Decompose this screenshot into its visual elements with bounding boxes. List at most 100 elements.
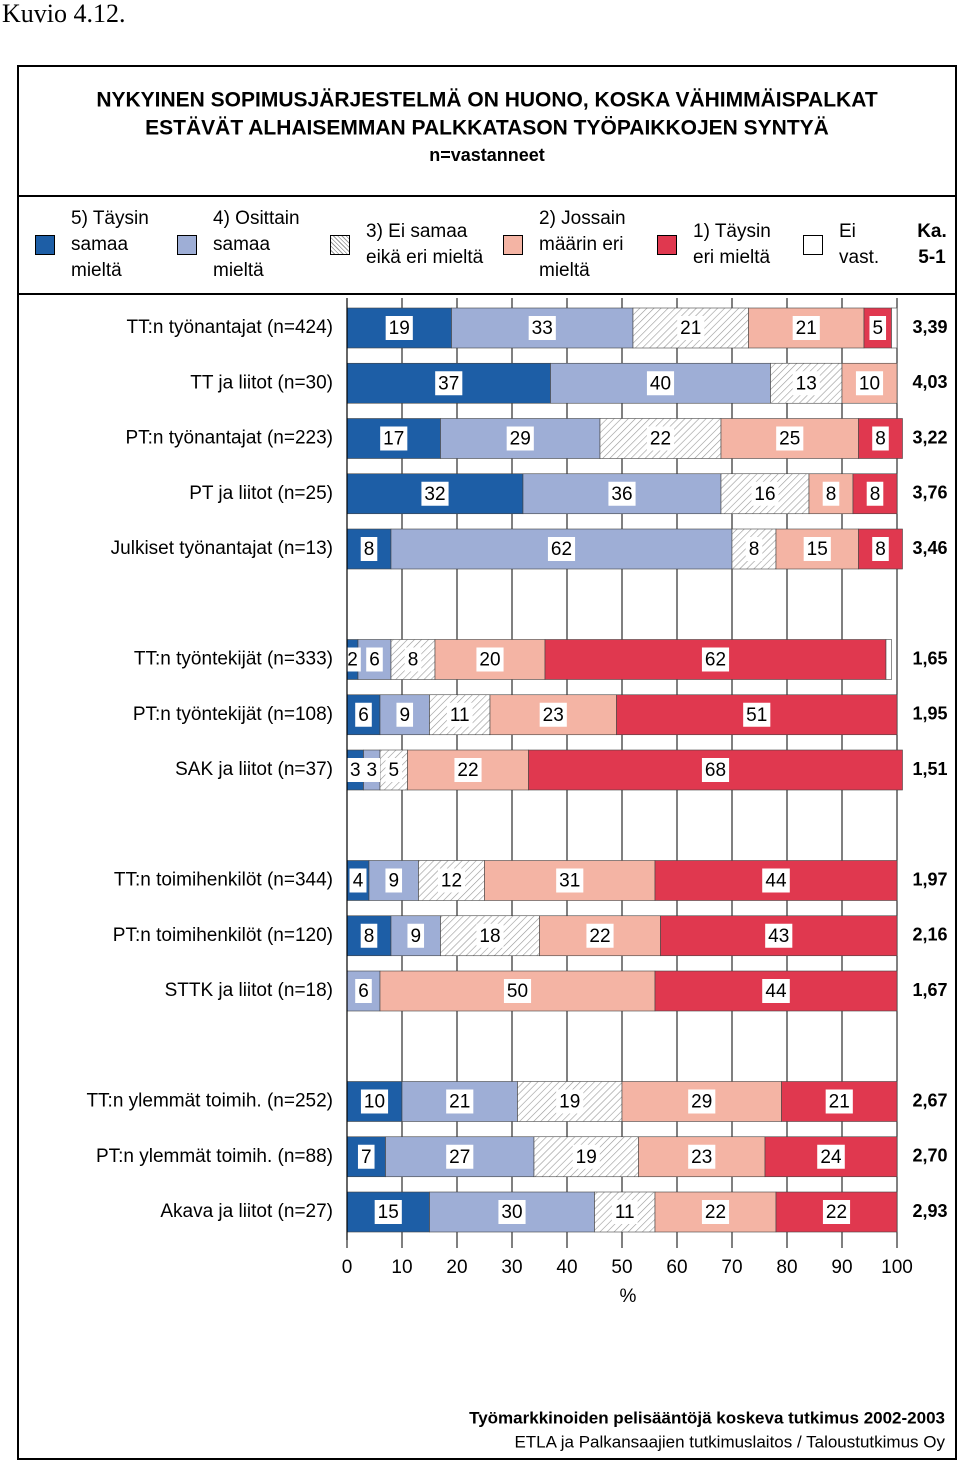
data-label: 3 xyxy=(366,760,377,781)
data-label-bg xyxy=(363,758,381,782)
data-label: 30 xyxy=(501,1202,522,1223)
average-label: 4,03 xyxy=(912,372,947,392)
data-label: 5 xyxy=(388,760,399,781)
data-label-bg xyxy=(751,481,779,506)
data-label-bg xyxy=(701,647,730,672)
legend-label: 4) Osittain samaa mieltä xyxy=(213,208,300,281)
subtitle: n=vastanneet xyxy=(429,145,545,165)
legend-label: 3) Ei samaa eikä eri mieltä xyxy=(366,221,484,268)
bar-segment xyxy=(891,307,898,349)
data-label: 8 xyxy=(364,539,375,560)
data-label: 8 xyxy=(364,926,375,947)
average-label: 1,67 xyxy=(912,980,947,1000)
data-label: 68 xyxy=(705,760,726,781)
data-label-bg xyxy=(506,426,534,451)
data-label-bg xyxy=(454,758,482,782)
footer: ETLA ja Palkansaajien tutkimuslaitos / T… xyxy=(514,1432,945,1451)
data-label-bg xyxy=(503,979,532,1003)
legend-item: Ei vast. xyxy=(803,197,889,293)
data-label-bg xyxy=(396,702,414,727)
data-label-bg xyxy=(346,758,364,782)
category-label: STTK ja liitot (n=18) xyxy=(165,980,333,1001)
x-tick-label: 20 xyxy=(446,1257,467,1278)
average-label: 2,67 xyxy=(912,1090,947,1110)
category-label: TT:n ylemmät toimih. (n=252) xyxy=(86,1091,333,1112)
data-label: 13 xyxy=(796,373,817,394)
data-label: 32 xyxy=(424,484,445,505)
data-label-bg xyxy=(404,647,422,672)
data-label-bg xyxy=(608,481,636,506)
data-label-bg xyxy=(572,1144,600,1169)
legend-swatch xyxy=(177,235,197,255)
x-tick-label: 0 xyxy=(342,1257,353,1278)
legend-swatch xyxy=(657,235,677,255)
data-label-bg xyxy=(822,1200,851,1224)
data-label: 10 xyxy=(859,373,880,394)
data-label: 25 xyxy=(779,429,800,450)
data-label: 22 xyxy=(826,1202,847,1223)
data-label-bg xyxy=(701,758,730,782)
data-label-bg xyxy=(825,1089,853,1114)
data-label: 5 xyxy=(872,318,883,339)
data-label-bg xyxy=(677,316,705,340)
x-tick-label: 10 xyxy=(391,1257,412,1278)
average-label: 2,16 xyxy=(912,925,947,945)
data-label: 29 xyxy=(510,429,531,450)
data-label-bg xyxy=(360,537,378,561)
data-label-bg xyxy=(407,923,425,948)
x-tick-label: 70 xyxy=(721,1257,742,1278)
data-label: 21 xyxy=(680,318,701,339)
data-label-bg xyxy=(792,371,820,396)
legend-label: 1) Täysin eri mieltä xyxy=(693,221,771,268)
data-label: 43 xyxy=(768,926,789,947)
data-label: 11 xyxy=(450,705,470,726)
data-label: 12 xyxy=(441,871,462,892)
data-label-bg xyxy=(446,1089,474,1114)
legend-item: 3) Ei samaa eikä eri mieltä xyxy=(330,197,486,293)
data-label-bg xyxy=(528,316,556,340)
average-label: 3,22 xyxy=(912,427,947,447)
data-label-bg xyxy=(374,1200,402,1224)
x-tick-label: 80 xyxy=(776,1257,797,1278)
legend-swatch xyxy=(330,235,350,255)
legend-item: 1) Täysin eri mieltä xyxy=(657,197,788,293)
average-label: 2,93 xyxy=(912,1201,947,1221)
data-label-bg xyxy=(765,923,793,948)
data-label: 9 xyxy=(388,871,399,892)
data-label-bg xyxy=(611,1200,638,1224)
category-label: Julkiset työnantajat (n=13) xyxy=(111,538,333,559)
data-label: 15 xyxy=(378,1202,399,1223)
data-label: 3 xyxy=(350,760,361,781)
category-label: TT:n työnantajat (n=424) xyxy=(127,317,334,338)
x-axis-label: % xyxy=(620,1286,637,1307)
data-label-bg xyxy=(344,647,361,672)
data-label-bg xyxy=(421,481,449,506)
average-heading-line: Ka. xyxy=(917,221,947,242)
data-label: 19 xyxy=(559,1092,580,1113)
data-label: 8 xyxy=(875,539,886,560)
data-label-bg xyxy=(803,537,831,561)
data-label: 62 xyxy=(705,650,726,671)
data-label-bg xyxy=(385,758,403,782)
legend-label: Ei vast. xyxy=(839,221,880,268)
data-label-bg xyxy=(822,481,840,506)
bar-segment xyxy=(390,639,436,680)
caption: Kuvio 4.12. xyxy=(2,0,126,28)
data-label: 23 xyxy=(543,705,564,726)
data-label: 21 xyxy=(829,1092,850,1113)
category-label: TT:n työntekijät (n=333) xyxy=(134,649,333,670)
data-label-bg xyxy=(437,868,466,893)
data-label-bg xyxy=(817,1144,845,1169)
average-heading-line: 5-1 xyxy=(918,247,946,268)
data-label: 22 xyxy=(457,760,478,781)
data-label-bg xyxy=(556,1089,584,1114)
data-label-bg xyxy=(646,426,675,451)
legend-item: 5) Täysin samaa mieltä xyxy=(35,197,171,293)
footer: Työmarkkinoiden pelisääntöjä koskeva tut… xyxy=(469,1408,945,1427)
data-label: 17 xyxy=(383,429,404,450)
title-line: ESTÄVÄT ALHAISEMMAN PALKKATASON TYÖPAIKK… xyxy=(145,117,829,140)
data-label-bg xyxy=(547,537,576,561)
average-heading: Ka. 5-1 xyxy=(907,197,957,293)
data-label-bg xyxy=(435,371,463,396)
data-label: 50 xyxy=(507,981,528,1002)
